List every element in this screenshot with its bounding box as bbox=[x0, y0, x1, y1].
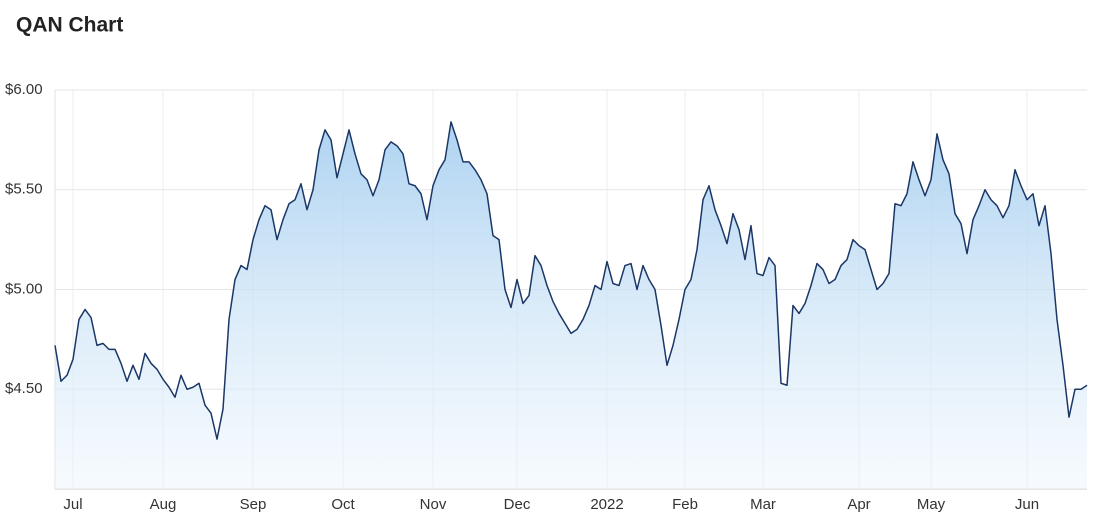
chart-title: QAN Chart bbox=[16, 14, 123, 37]
x-tick-label: Aug bbox=[150, 496, 177, 513]
x-tick-label: Feb bbox=[672, 496, 698, 513]
y-tick-label: $4.50 bbox=[5, 380, 43, 397]
x-tick-label: Jul bbox=[63, 496, 82, 513]
y-tick-label: $5.50 bbox=[5, 181, 43, 198]
x-tick-label: Mar bbox=[750, 496, 776, 513]
x-tick-label: 2022 bbox=[590, 496, 623, 513]
area-fill bbox=[55, 121, 1087, 490]
y-tick-label: $6.00 bbox=[5, 81, 43, 98]
x-tick-label: Apr bbox=[847, 496, 870, 513]
price-line bbox=[54, 121, 1088, 440]
x-tick-label: Nov bbox=[420, 496, 447, 513]
y-tick-label: $5.00 bbox=[5, 280, 43, 297]
x-tick-label: Sep bbox=[240, 496, 267, 513]
x-tick-label: Oct bbox=[331, 496, 355, 513]
x-tick-label: Dec bbox=[504, 496, 531, 513]
x-tick-label: May bbox=[917, 496, 946, 513]
x-tick-label: Jun bbox=[1015, 496, 1039, 513]
